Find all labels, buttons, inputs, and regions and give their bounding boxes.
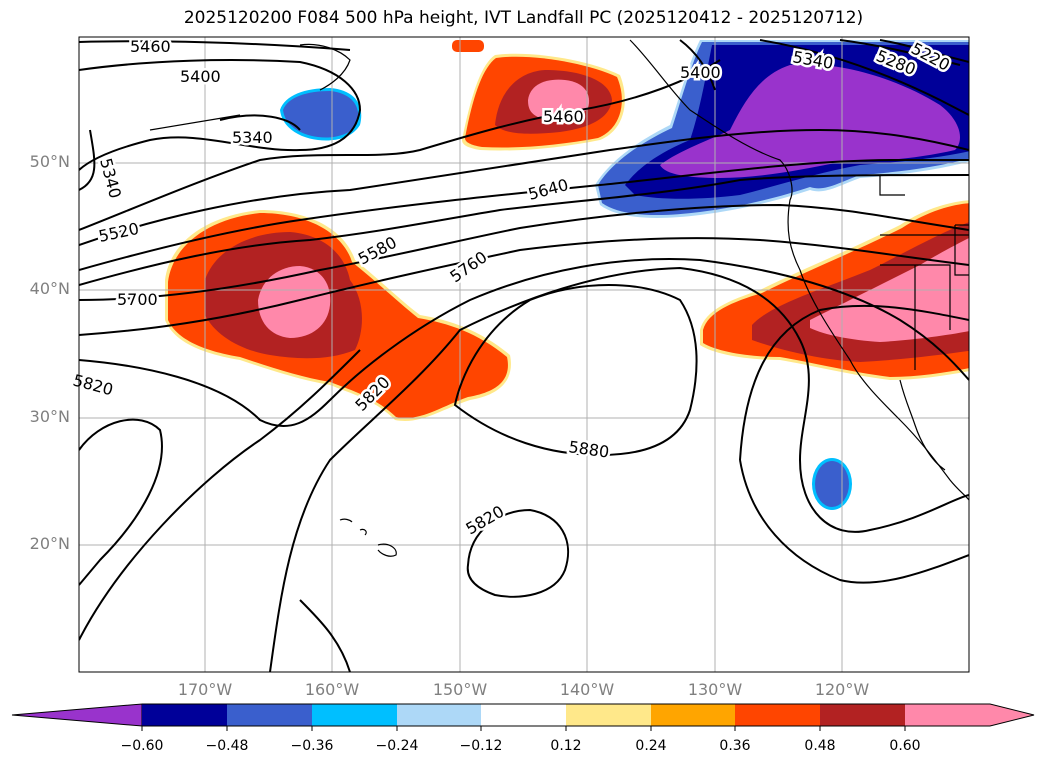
map-title: 2025120200 F084 500 hPa height, IVT Land…	[183, 8, 864, 28]
colorbar-tick-label: 0.60	[889, 738, 921, 754]
lon-label-170w: 170°W	[177, 680, 233, 699]
colorbar-segment	[481, 704, 566, 726]
lon-label-160w: 160°W	[304, 680, 360, 699]
colorbar	[11, 703, 1035, 731]
colorbar-tick-label: −0.24	[375, 738, 419, 754]
lat-label-50n: 50°N	[29, 152, 70, 171]
lon-label-120w: 120°W	[814, 680, 870, 699]
colorbar-segment	[312, 704, 397, 726]
contour-label: 5880	[567, 437, 610, 461]
colorbar-tick-label: 0.24	[635, 738, 667, 754]
lat-label-20n: 20°N	[29, 534, 70, 553]
lat-label-30n: 30°N	[29, 407, 70, 426]
contour-label: 5580	[355, 233, 400, 269]
colorbar-segment	[227, 704, 312, 726]
contour-label: 5820	[463, 502, 508, 539]
colorbar-segment	[735, 704, 820, 726]
lon-label-150w: 150°W	[432, 680, 488, 699]
colorbar-extend-min	[11, 703, 143, 727]
colorbar-tick-label: −0.60	[120, 738, 164, 754]
colorbar-tick-label: −0.12	[459, 738, 503, 754]
contour-label: 5820	[71, 371, 115, 400]
negative-anomaly-aleutian	[280, 88, 362, 141]
contour-label: 5400	[180, 67, 221, 86]
contour-label: 5640	[526, 175, 570, 204]
lat-label-40n: 40°N	[29, 279, 70, 298]
contour-label: 5460	[130, 37, 171, 56]
colorbar-tick-label: 0.48	[804, 738, 836, 754]
colorbar-segment	[820, 704, 905, 726]
contour-label: 5520	[97, 219, 141, 246]
coastlines	[149, 39, 969, 557]
colorbar-segment	[566, 704, 651, 726]
colorbar-tick-label: −0.36	[290, 738, 334, 754]
contour-label: 5400	[680, 63, 721, 82]
colorbar-segment	[397, 704, 481, 726]
height-contours	[79, 39, 969, 672]
colorbar-tick-label: 0.36	[719, 738, 751, 754]
colorbar-tick-label: −0.48	[205, 738, 249, 754]
contour-label: 5460	[543, 107, 584, 126]
colorbar-segment	[651, 704, 735, 726]
contour-label: 5760	[446, 247, 490, 286]
contour-label: 5340	[232, 128, 273, 147]
negative-anomaly-northeast	[595, 40, 969, 218]
contour-label: 5700	[117, 290, 158, 309]
map-border	[78, 36, 970, 673]
negative-anomaly-baja	[812, 458, 852, 510]
map-area	[79, 37, 969, 672]
lon-label-130w: 130°W	[687, 680, 743, 699]
lon-label-140w: 140°W	[559, 680, 615, 699]
positive-anomaly-north	[452, 40, 625, 151]
colorbar-extend-max	[905, 704, 1034, 726]
colorbar-segment	[142, 704, 227, 726]
colorbar-tick-label: 0.12	[550, 738, 582, 754]
